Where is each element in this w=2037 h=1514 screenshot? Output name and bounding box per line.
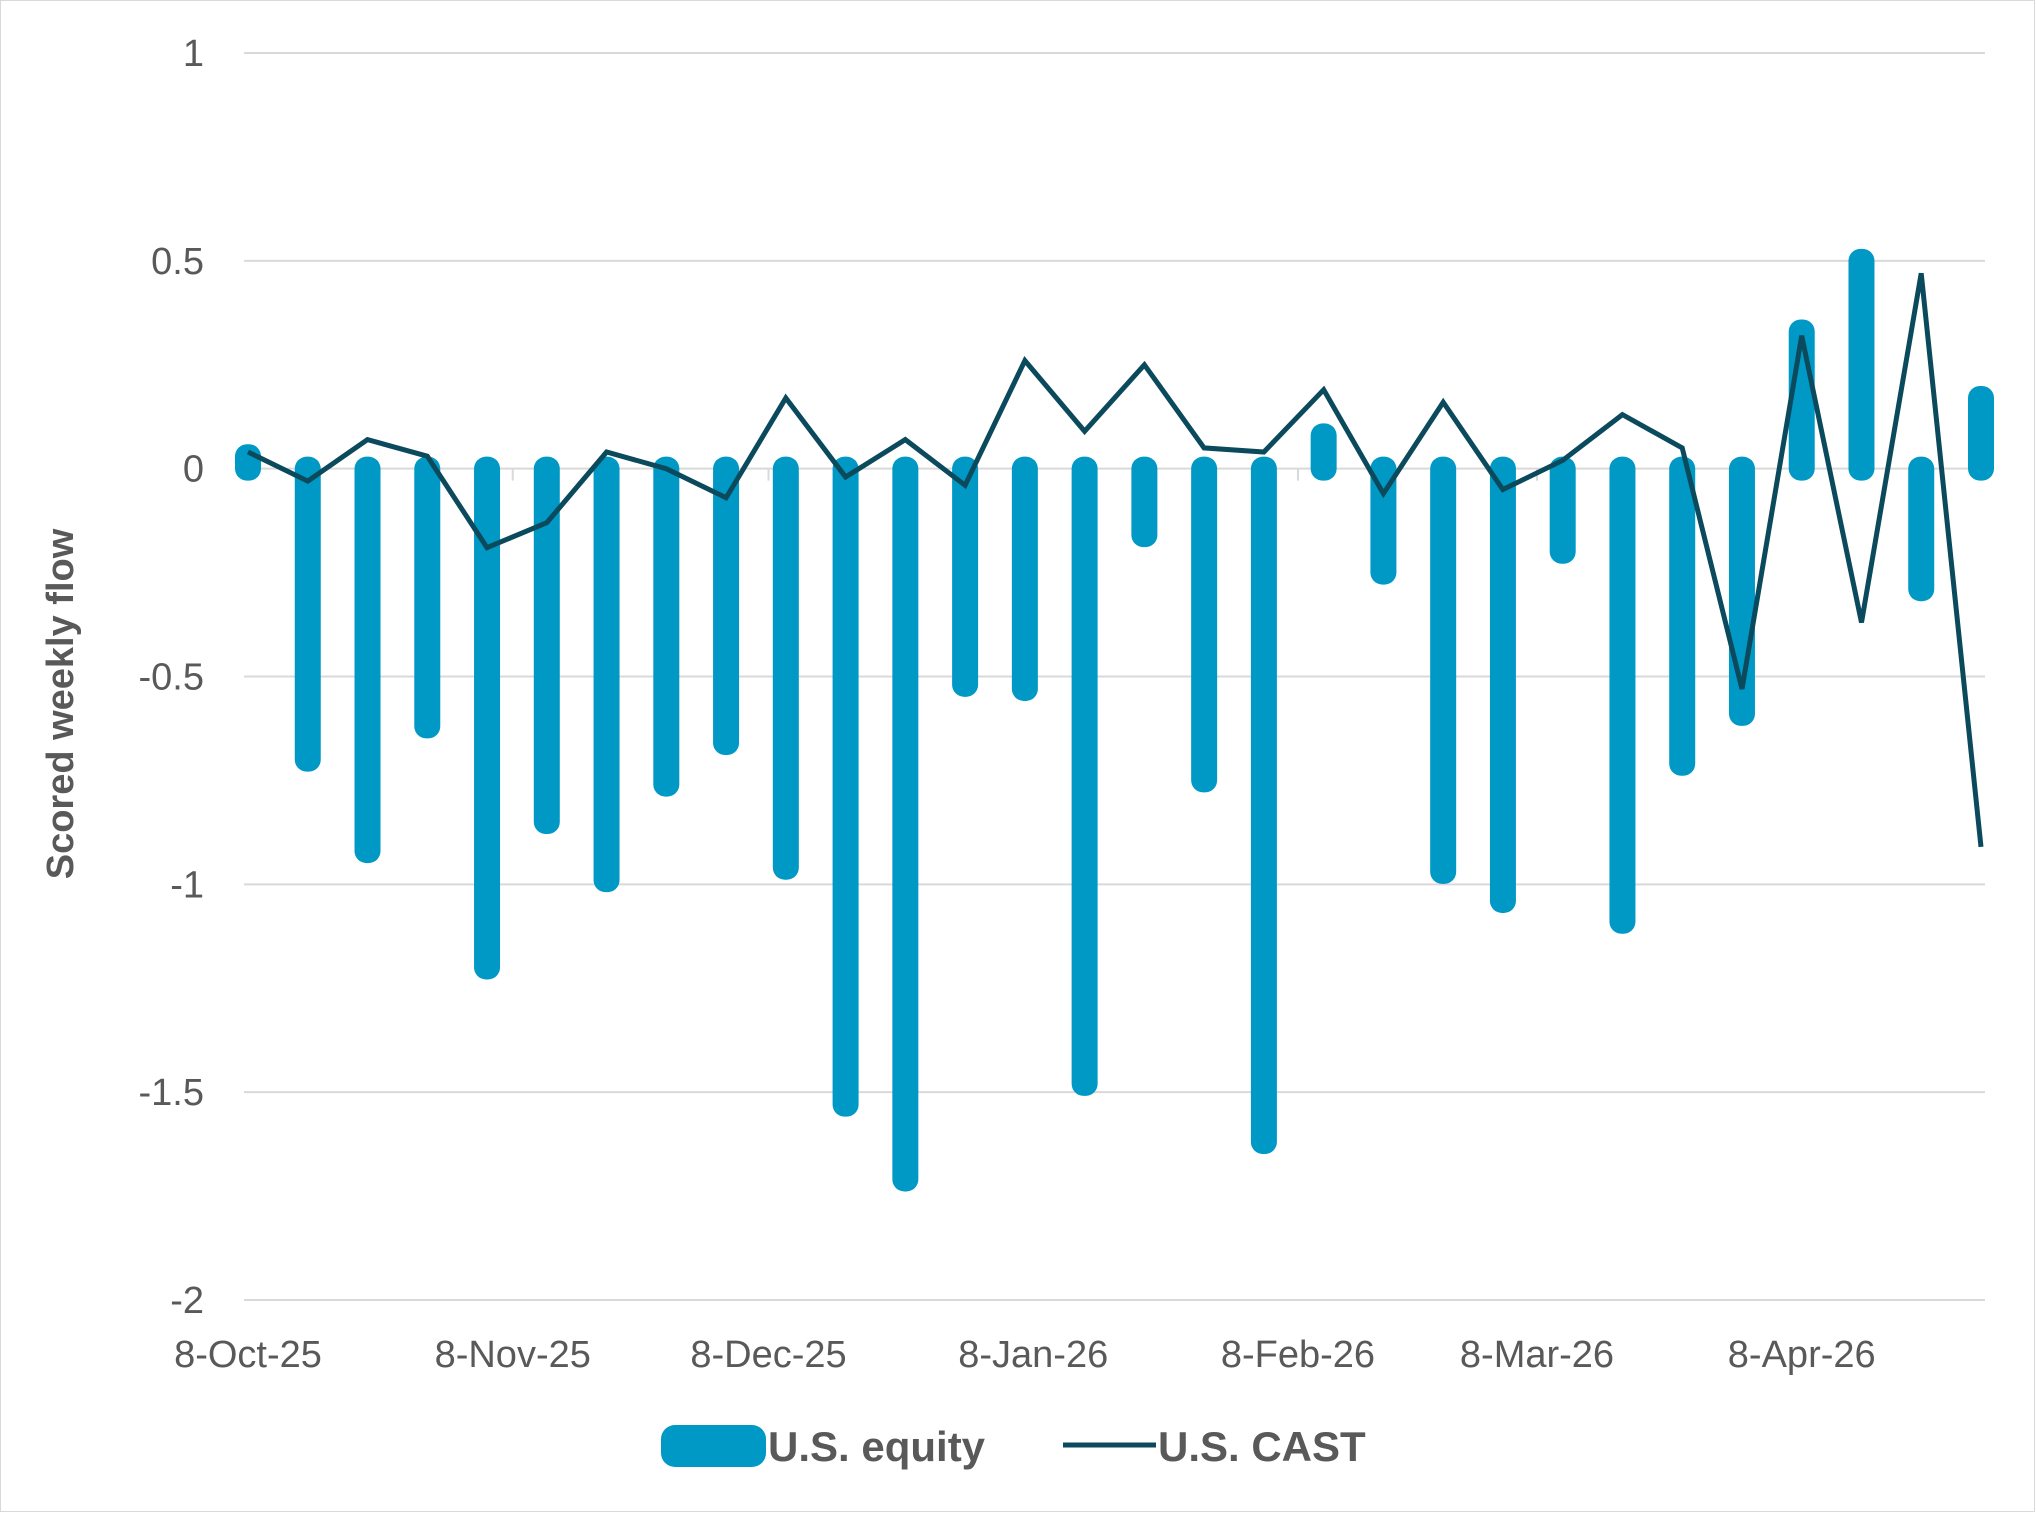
equity-bar bbox=[1011, 456, 1038, 701]
x-tick-label: 8-Nov-25 bbox=[435, 1334, 591, 1376]
equity-bar bbox=[713, 456, 740, 756]
equity-bar bbox=[593, 456, 620, 893]
equity-bar bbox=[474, 456, 501, 980]
equity-bar bbox=[952, 456, 979, 697]
equity-bar bbox=[1848, 248, 1875, 481]
cast-line bbox=[246, 272, 1984, 848]
equity-bar bbox=[414, 456, 441, 739]
equity-bar bbox=[1071, 456, 1098, 1096]
equity-bar bbox=[1310, 423, 1337, 481]
equity-bar bbox=[1609, 456, 1636, 934]
y-tick-labels: 1 0.5 0 -0.5 -1 -1.5 -2 bbox=[139, 33, 204, 1322]
legend: U.S. equity U.S. CAST bbox=[661, 1423, 1366, 1470]
equity-bar bbox=[1191, 456, 1218, 793]
equity-bar bbox=[1131, 456, 1158, 548]
y-tick-label: -0.5 bbox=[139, 657, 204, 699]
equity-bar bbox=[1370, 456, 1397, 585]
equity-bar bbox=[1549, 456, 1576, 564]
equity-bars bbox=[235, 248, 1994, 1192]
y-tick-label: 0 bbox=[183, 449, 204, 491]
equity-bar bbox=[1430, 456, 1457, 884]
gridlines bbox=[244, 52, 1985, 1301]
x-tick-label: 8-Feb-26 bbox=[1221, 1334, 1375, 1376]
equity-bar bbox=[1908, 456, 1935, 602]
equity-bar bbox=[1669, 456, 1696, 776]
equity-bar bbox=[294, 456, 321, 772]
y-tick-label: 1 bbox=[183, 33, 204, 75]
legend-label-cast: U.S. CAST bbox=[1158, 1423, 1366, 1470]
equity-bar bbox=[1250, 456, 1277, 1155]
equity-bar bbox=[533, 456, 560, 834]
equity-bar bbox=[354, 456, 381, 864]
cast-line-group bbox=[246, 272, 1984, 848]
x-tick-label: 8-Dec-25 bbox=[690, 1334, 846, 1376]
x-tick-label: 8-Apr-26 bbox=[1728, 1334, 1876, 1376]
equity-bar bbox=[772, 456, 799, 880]
y-tick-label: -1.5 bbox=[139, 1072, 204, 1114]
x-tick-label: 8-Jan-26 bbox=[958, 1334, 1108, 1376]
y-tick-label: 0.5 bbox=[151, 241, 204, 283]
y-axis-label: Scored weekly flow bbox=[40, 528, 82, 879]
x-tick-labels: 8-Oct-25 8-Nov-25 8-Dec-25 8-Jan-26 8-Feb-26… bbox=[174, 1334, 1876, 1376]
x-tick-label: 8-Oct-25 bbox=[174, 1334, 322, 1376]
x-axis bbox=[244, 467, 1985, 481]
equity-bar bbox=[892, 456, 919, 1192]
equity-bar bbox=[653, 456, 680, 797]
legend-swatch-equity bbox=[661, 1425, 766, 1467]
y-tick-label: -2 bbox=[170, 1280, 204, 1322]
equity-bar bbox=[832, 456, 859, 1117]
legend-label-equity: U.S. equity bbox=[768, 1423, 986, 1470]
equity-bar bbox=[1489, 456, 1516, 913]
x-tick-label: 8-Mar-26 bbox=[1460, 1334, 1614, 1376]
y-tick-label: -1 bbox=[170, 864, 204, 906]
equity-bar bbox=[235, 444, 261, 481]
equity-bar bbox=[1968, 386, 1994, 481]
